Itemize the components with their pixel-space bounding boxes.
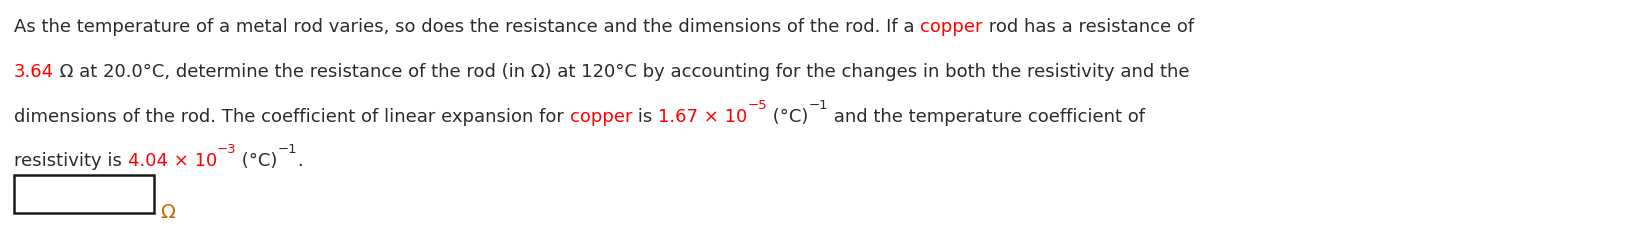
- Text: copper: copper: [921, 18, 983, 36]
- Text: resistivity is: resistivity is: [15, 151, 128, 169]
- Text: −5: −5: [747, 99, 767, 112]
- Text: −3: −3: [216, 142, 236, 155]
- Text: rod has a resistance of: rod has a resistance of: [983, 18, 1194, 36]
- Text: (°C): (°C): [767, 108, 809, 125]
- Text: Ω at 20.0°C, determine the resistance of the rod (in Ω) at 120°C by accounting f: Ω at 20.0°C, determine the resistance of…: [54, 63, 1189, 81]
- Text: and the temperature coefficient of: and the temperature coefficient of: [827, 108, 1145, 125]
- Text: is: is: [632, 108, 658, 125]
- Text: .: .: [298, 151, 303, 169]
- Text: 1.67 × 10: 1.67 × 10: [658, 108, 747, 125]
- Text: −1: −1: [809, 99, 827, 112]
- Text: 3.64: 3.64: [15, 63, 54, 81]
- Text: dimensions of the rod. The coefficient of linear expansion for: dimensions of the rod. The coefficient o…: [15, 108, 570, 125]
- Text: copper: copper: [570, 108, 632, 125]
- Text: −1: −1: [278, 142, 298, 155]
- Text: (°C): (°C): [236, 151, 278, 169]
- Text: 4.04 × 10: 4.04 × 10: [128, 151, 216, 169]
- Text: As the temperature of a metal rod varies, so does the resistance and the dimensi: As the temperature of a metal rod varies…: [15, 18, 921, 36]
- Text: Ω: Ω: [161, 202, 175, 221]
